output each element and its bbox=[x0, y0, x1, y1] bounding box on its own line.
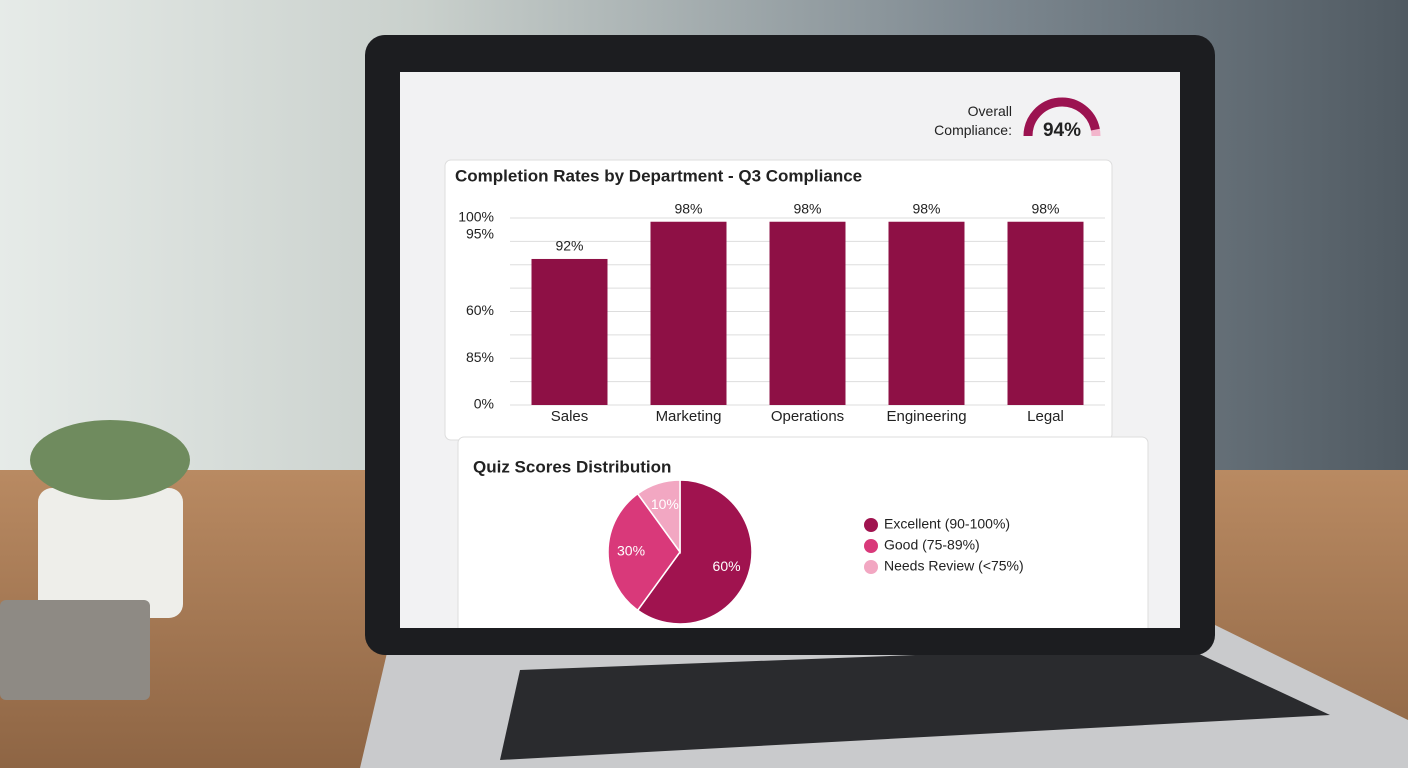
y-axis-label: 85% bbox=[466, 349, 494, 365]
plant-pot bbox=[38, 488, 183, 618]
plant bbox=[30, 420, 190, 500]
bar-value-label: 98% bbox=[1031, 200, 1059, 216]
bar bbox=[531, 258, 608, 405]
pie-slice bbox=[607, 492, 681, 612]
legend-label: Excellent (90-100%) bbox=[884, 516, 1010, 532]
pie-label: 30% bbox=[617, 543, 645, 559]
y-axis-label: 60% bbox=[466, 302, 494, 318]
bar bbox=[769, 221, 846, 405]
bar-value-label: 98% bbox=[793, 200, 821, 216]
bar bbox=[650, 221, 727, 405]
notebook bbox=[0, 600, 150, 700]
dashboard: Completion Rates by Department - Q3 Comp… bbox=[444, 97, 1149, 628]
bar-value-label: 98% bbox=[674, 200, 702, 216]
x-tick-label: Operations bbox=[771, 408, 844, 425]
x-tick-label: Engineering bbox=[886, 408, 966, 425]
gauge-value bbox=[1023, 97, 1100, 137]
bar-value-label: 98% bbox=[912, 200, 940, 216]
legend-label: Needs Review (<75%) bbox=[884, 558, 1024, 574]
pie-slice bbox=[636, 479, 681, 555]
y-axis-label: 95% bbox=[466, 225, 494, 241]
bar-value-label: 92% bbox=[555, 238, 583, 254]
legend-swatch bbox=[864, 539, 878, 553]
x-tick-label: Marketing bbox=[656, 408, 722, 425]
x-tick-label: Sales bbox=[551, 408, 589, 425]
legend-swatch bbox=[864, 560, 878, 574]
keyboard bbox=[500, 645, 1330, 760]
gauge-label: 94% bbox=[1043, 120, 1081, 141]
legend-swatch bbox=[864, 518, 878, 532]
bar bbox=[1007, 221, 1084, 405]
gauge-title: Overall Compliance: bbox=[934, 103, 1012, 138]
pie-title: Quiz Scores Distribution bbox=[473, 457, 671, 476]
pie-label: 10% bbox=[651, 496, 679, 512]
legend-label: Good (75-89%) bbox=[884, 537, 980, 553]
pie-slice bbox=[636, 479, 753, 625]
x-tick-label: Legal bbox=[1027, 408, 1064, 425]
pie-label: 60% bbox=[713, 558, 741, 574]
y-axis-label: 100% bbox=[458, 209, 494, 225]
y-axis-label: 0% bbox=[474, 396, 494, 412]
bar bbox=[888, 221, 965, 405]
bar-title: Completion Rates by Department - Q3 Comp… bbox=[455, 166, 862, 185]
